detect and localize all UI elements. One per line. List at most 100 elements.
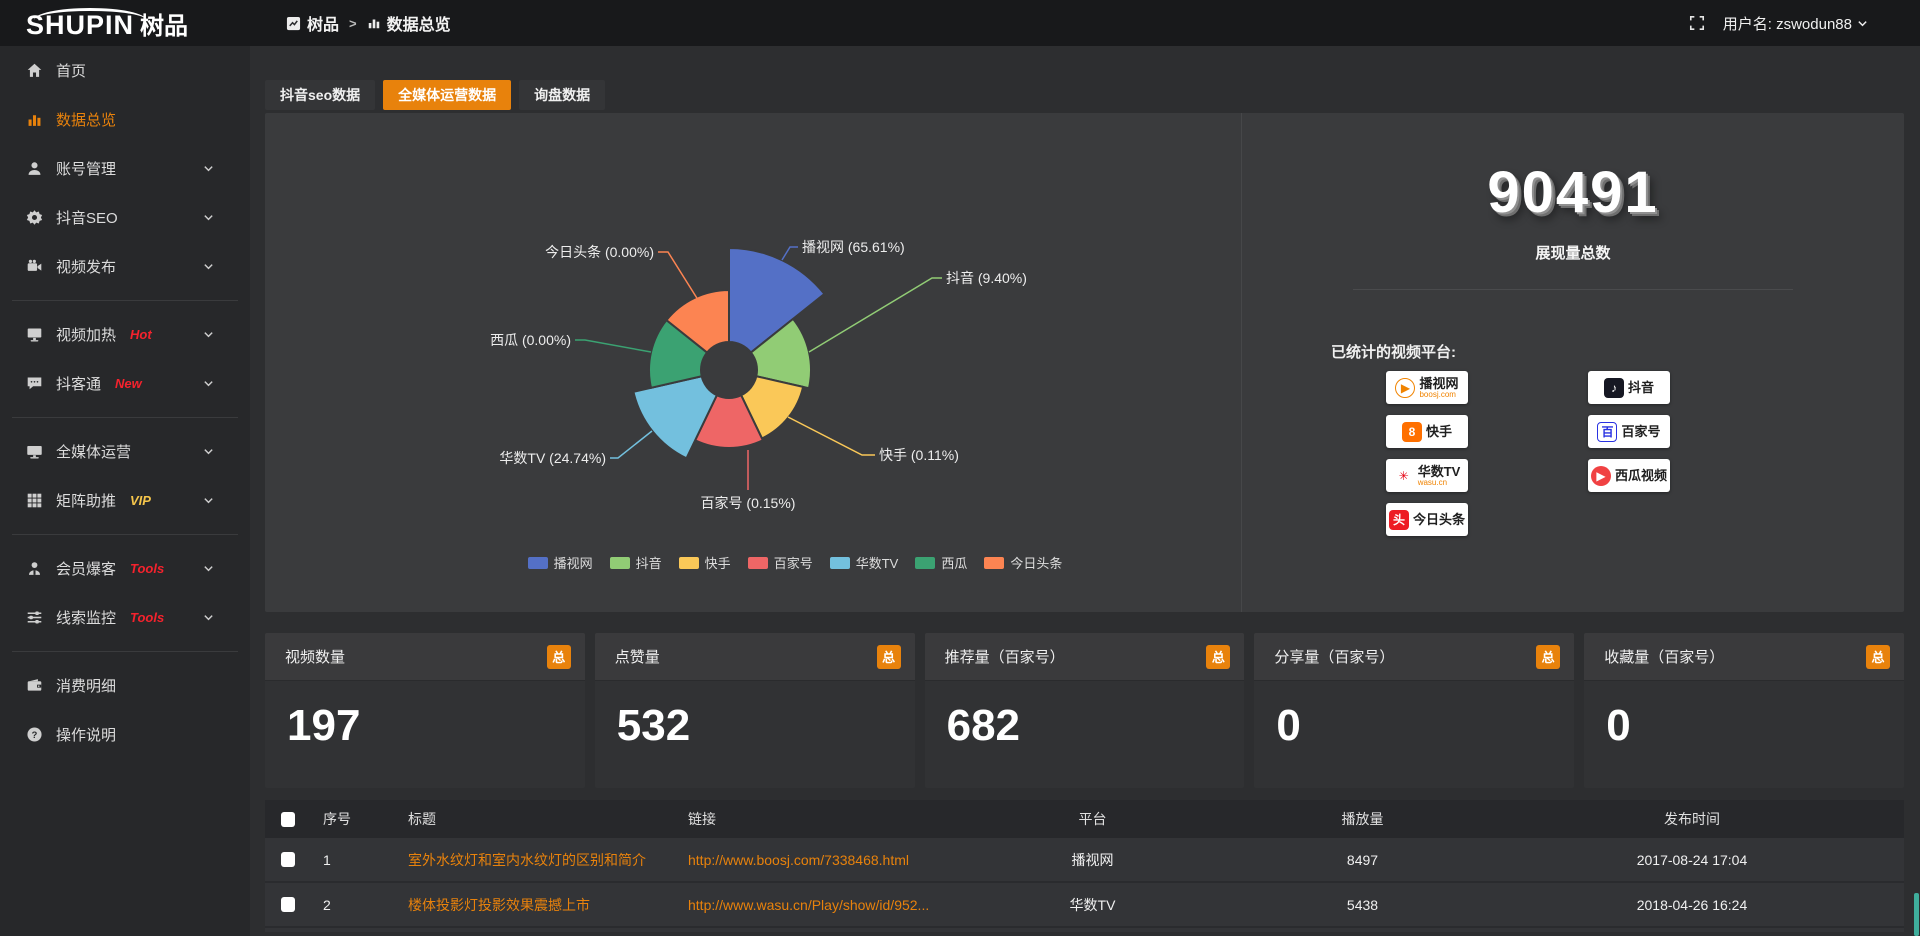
username-label: 用户名: zswodun88 (1722, 15, 1852, 33)
pie-label-0: 播视网 (65.61%) (802, 239, 905, 255)
breadcrumb-home[interactable]: 树品 (286, 11, 339, 35)
legend-item-4[interactable]: 华数TV (829, 553, 898, 572)
monitor-icon (25, 443, 43, 460)
video-title-link[interactable]: 楼体投影灯投影效果震撼上市 (408, 896, 590, 913)
table-header-row: 序号 标题 链接 平台 播放量 发布时间 (265, 800, 1904, 838)
sidebar-item-home[interactable]: 首页 (0, 46, 250, 95)
summary-divider (1353, 289, 1793, 290)
stat-card-header: 点赞量 总 (594, 633, 915, 681)
logo-text-cn: 树品 (140, 12, 189, 40)
pie-legend: 播视网 抖音 快手 百家号 华数TV 西瓜 今日头条 (325, 553, 1265, 572)
platform-logo-icon: ▶ (1395, 377, 1416, 398)
col-header-plays: 播放量 (1341, 811, 1384, 827)
legend-item-3[interactable]: 百家号 (747, 553, 813, 572)
chevron-down-icon (199, 329, 217, 340)
row-checkbox[interactable] (280, 897, 295, 912)
gear-icon (25, 209, 43, 226)
pie-slice-0[interactable] (728, 246, 826, 354)
breadcrumb-current-label: 数据总览 (386, 17, 451, 34)
pie-slice-3[interactable] (693, 393, 765, 449)
sidebar-item-wallet[interactable]: 消费明细 (0, 661, 250, 710)
tab-1[interactable]: 全媒体运营数据 (383, 80, 512, 110)
legend-item-5[interactable]: 西瓜 (915, 553, 967, 572)
platform-name: 抖音 (1627, 380, 1654, 395)
pie-slice-6[interactable] (665, 288, 730, 354)
impressions-total-label: 展现量总数 (1535, 245, 1611, 262)
sidebar: 首页 数据总览 账号管理 抖音SEO 视频发布 视频加热 Hot 抖客通 New 全媒体运营 矩阵助… (0, 46, 250, 936)
row-checkbox[interactable] (280, 852, 295, 867)
sidebar-item-label: 矩阵助推 (56, 493, 117, 510)
select-all-checkbox[interactable] (280, 811, 295, 827)
video-title-link[interactable]: 室外水纹灯和室内水纹灯的区别和简介 (408, 851, 646, 868)
user-menu[interactable]: 用户名: zswodun88 (1723, 13, 1868, 34)
video-url-link[interactable]: http://www.wasu.cn/Play/show/id/952... (688, 896, 930, 913)
tab-2[interactable]: 询盘数据 (519, 80, 606, 110)
legend-swatch (915, 556, 936, 569)
sidebar-divider (12, 534, 238, 535)
sidebar-item-label: 抖客通 (56, 376, 102, 393)
stat-card-value: 0 (1276, 701, 1301, 750)
chevron-down-icon (199, 261, 217, 272)
platform-name: 播视网 (1419, 375, 1459, 391)
sidebar-item-chart[interactable]: 数据总览 (0, 95, 250, 144)
legend-swatch (527, 556, 548, 569)
cell-plays: 5438 (1346, 896, 1379, 913)
chart-icon (25, 111, 43, 128)
legend-item-6[interactable]: 今日头条 (984, 553, 1062, 572)
fullscreen-icon[interactable] (1689, 15, 1705, 31)
legend-item-1[interactable]: 抖音 (609, 553, 662, 572)
platform-name: 快手 (1425, 424, 1452, 439)
legend-item-2[interactable]: 快手 (678, 553, 731, 572)
platform-badge-0: ▶ 播视网 boosj.com (1386, 371, 1468, 404)
cell-time: 2018-04-26 16:24 (1636, 896, 1748, 913)
total-badge: 总 (546, 644, 571, 669)
platform-name: 百家号 (1621, 424, 1661, 439)
sidebar-item-heat[interactable]: 视频加热 Hot (0, 310, 250, 359)
table-row-1: 1 室外水纹灯和室内水纹灯的区别和简介 http://www.boosj.com/7… (265, 838, 1904, 883)
summary-section: 90491 展现量总数 已统计的视频平台: ▶ 播视网 boosj.com ♪ 抖音 8 快… (1241, 113, 1904, 612)
sidebar-item-chat[interactable]: 抖客通 New (0, 359, 250, 408)
breadcrumb-current[interactable]: 数据总览 (367, 11, 451, 35)
sidebar-item-label: 操作说明 (56, 727, 117, 744)
pie-slice-1[interactable] (749, 317, 812, 390)
sidebar-item-help[interactable]: ? 操作说明 (0, 710, 250, 759)
legend-item-0[interactable]: 播视网 (527, 553, 593, 572)
vertical-scrollbar-thumb[interactable] (1914, 893, 1919, 936)
stat-card-header: 推荐量（百家号） 总 (924, 633, 1245, 681)
chat-icon (25, 375, 43, 392)
app-logo[interactable]: SHUPIN 树品 (0, 6, 250, 41)
sidebar-item-gear[interactable]: 抖音SEO (0, 193, 250, 242)
tab-0[interactable]: 抖音seo数据 (265, 80, 376, 110)
legend-label: 快手 (704, 556, 731, 571)
impressions-total-value: 90491 (1487, 160, 1659, 225)
stat-card-value: 0 (1606, 701, 1631, 750)
sidebar-item-member[interactable]: 会员爆客 Tools (0, 544, 250, 593)
sliders-icon (25, 609, 43, 626)
sidebar-item-sliders[interactable]: 线索监控 Tools (0, 593, 250, 642)
legend-swatch (678, 556, 699, 569)
sidebar-item-label: 视频加热 (56, 327, 117, 344)
stat-card-title: 分享量（百家号） (1274, 649, 1395, 666)
sidebar-item-badge: Tools (130, 561, 165, 576)
sidebar-divider (12, 651, 238, 652)
sidebar-item-video[interactable]: 视频发布 (0, 242, 250, 291)
home-icon (25, 62, 43, 79)
sidebar-item-grid[interactable]: 矩阵助推 VIP (0, 476, 250, 525)
col-header-link: 链接 (688, 811, 716, 827)
col-header-platform: 平台 (1078, 811, 1107, 827)
data-tabs: 抖音seo数据 全媒体运营数据 询盘数据 (265, 80, 1904, 110)
pie-slice-5[interactable] (648, 318, 709, 389)
pie-slice-4[interactable] (632, 375, 719, 460)
platform-badge-6: 头今日头条 (1386, 503, 1468, 536)
sidebar-item-user[interactable]: 账号管理 (0, 144, 250, 193)
platform-logo-icon: 头 (1388, 509, 1409, 530)
cell-platform: 华数TV (1069, 896, 1116, 913)
stat-card-4: 收藏量（百家号） 总 0 (1584, 633, 1904, 788)
platform-logo-icon: ▶ (1590, 465, 1611, 486)
video-url-link[interactable]: http://www.boosj.com/7338468.html (688, 851, 910, 868)
pie-slice-2[interactable] (739, 375, 805, 440)
stat-card-3: 分享量（百家号） 总 0 (1254, 633, 1575, 788)
legend-label: 百家号 (773, 556, 813, 571)
sidebar-item-label: 线索监控 (56, 610, 117, 627)
sidebar-item-monitor[interactable]: 全媒体运营 (0, 427, 250, 476)
